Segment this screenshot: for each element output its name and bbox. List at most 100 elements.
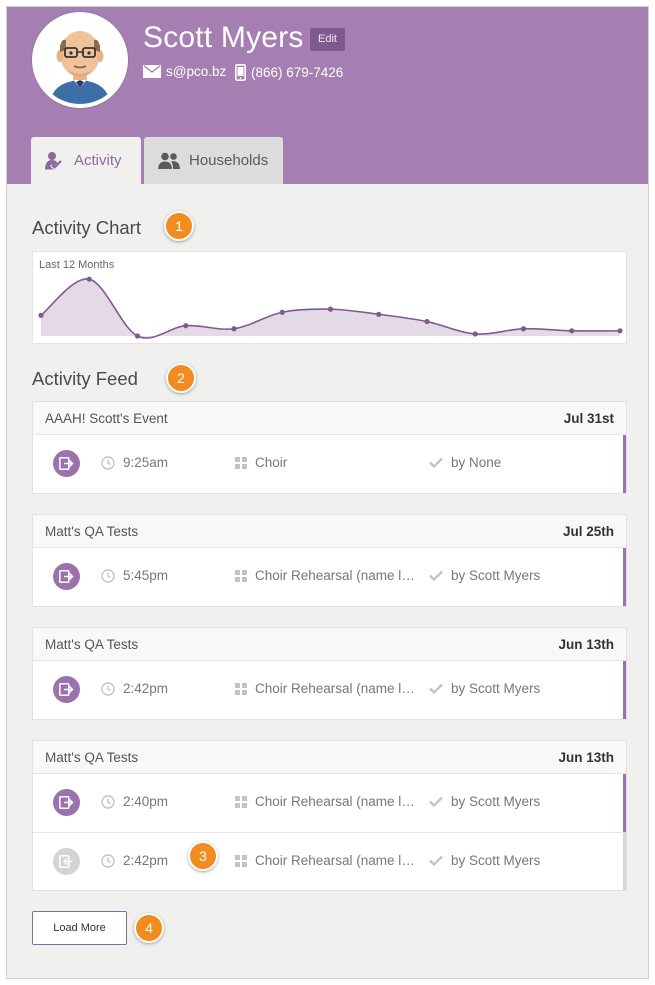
feed-card-header[interactable]: Matt's QA Tests Jun 13th (33, 628, 626, 661)
feed-row[interactable]: 2:42pm Choir Rehearsal (name la... by Sc… (33, 832, 626, 890)
group-text: Choir (255, 455, 288, 470)
chart-point-5[interactable] (279, 309, 285, 315)
mobile-phone-icon (235, 64, 246, 81)
feed-card: Matt's QA Tests Jun 13th 2:40pm Choir Re… (32, 740, 627, 891)
activity-chart-plot (38, 276, 623, 339)
callout-marker: 2 (166, 363, 196, 393)
chart-point-10[interactable] (520, 326, 527, 332)
grid-icon (235, 682, 247, 695)
check-in-time: 2:42pm (101, 853, 168, 868)
check-in-icon (53, 676, 80, 703)
event-name: Matt's QA Tests (45, 749, 139, 765)
email-contact[interactable]: s@pco.bz (143, 64, 226, 79)
email-text: s@pco.bz (166, 64, 227, 79)
clock-icon (101, 568, 115, 583)
chart-point-9[interactable] (472, 331, 478, 337)
check-in-group: Choir Rehearsal (name la... (235, 568, 417, 583)
chart-point-6[interactable] (327, 306, 334, 312)
event-date: Jun 13th (558, 636, 614, 652)
checkmark-icon (429, 855, 443, 866)
event-name: Matt's QA Tests (45, 636, 139, 652)
feed-card-header[interactable]: Matt's QA Tests Jun 13th (33, 741, 626, 774)
chart-points (38, 276, 623, 339)
feed-card: AAAH! Scott's Event Jul 31st 9:25am Choi… (32, 401, 627, 494)
check-in-time: 5:45pm (101, 568, 168, 583)
chart-point-1[interactable] (86, 276, 92, 282)
check-in-icon (53, 450, 80, 477)
check-in-group: Choir Rehearsal (name la... (235, 794, 417, 809)
group-text: Choir Rehearsal (name la... (255, 568, 417, 583)
check-out-icon (53, 848, 80, 875)
tab-activity-label: Activity (74, 152, 122, 169)
avatar-illustration (36, 16, 124, 104)
chart-point-0[interactable] (38, 312, 44, 318)
checkmark-icon (429, 796, 443, 807)
chart-point-7[interactable] (376, 311, 382, 317)
checkmark-icon (429, 570, 443, 581)
chart-point-8[interactable] (424, 318, 430, 325)
chart-point-2[interactable] (134, 333, 141, 339)
phone-contact[interactable]: (866) 679-7426 (235, 64, 343, 81)
profile-name: Scott Myers (143, 21, 304, 54)
check-in-by: by Scott Myers (429, 794, 540, 809)
chart-point-11[interactable] (569, 328, 575, 334)
clock-icon (101, 681, 115, 696)
activity-check-icon (45, 151, 62, 169)
event-date: Jul 31st (563, 410, 614, 426)
check-in-icon (53, 789, 80, 816)
chart-point-4[interactable] (231, 326, 237, 332)
chart-area-fill (41, 278, 620, 339)
time-text: 2:42pm (123, 681, 169, 696)
feed-card: Matt's QA Tests Jul 25th 5:45pm Choir Re… (32, 514, 627, 607)
tab-households-label: Households (189, 152, 269, 169)
chart-subtitle: Last 12 Months (39, 259, 115, 271)
app-frame: Scott Myers Edit s@pco.bz (866) 679-7426 (6, 6, 649, 979)
grid-icon (235, 854, 247, 867)
group-text: Choir Rehearsal (name la... (255, 853, 417, 868)
tab-households[interactable]: Households (144, 137, 283, 184)
event-date: Jun 13th (558, 749, 614, 765)
avatar[interactable] (32, 12, 128, 108)
check-in-icon (53, 563, 80, 590)
group-text: Choir Rehearsal (name la... (255, 794, 417, 809)
check-in-time: 2:42pm (101, 681, 168, 696)
check-in-by: by Scott Myers (429, 681, 540, 696)
chart-point-3[interactable] (183, 323, 189, 329)
edit-button[interactable]: Edit (310, 28, 345, 51)
feed-row[interactable]: 2:42pm Choir Rehearsal (name la... by Sc… (33, 661, 626, 719)
tab-activity[interactable]: Activity (31, 137, 141, 184)
check-in-group: Choir Rehearsal (name la... (235, 681, 417, 696)
by-text: by Scott Myers (451, 853, 541, 868)
event-name: Matt's QA Tests (45, 523, 139, 539)
feed-row[interactable]: 5:45pm Choir Rehearsal (name la... by Sc… (33, 548, 626, 606)
by-text: by Scott Myers (451, 568, 541, 583)
callout-marker: 1 (164, 211, 194, 241)
load-more-button[interactable]: Load More (32, 911, 127, 945)
time-text: 2:40pm (123, 794, 169, 809)
check-in-by: by Scott Myers (429, 853, 540, 868)
time-text: 5:45pm (123, 568, 169, 583)
envelope-icon (143, 65, 161, 78)
feed-row[interactable]: 9:25am Choir by None (33, 435, 626, 493)
phone-text: (866) 679-7426 (251, 65, 344, 80)
check-in-group: Choir (235, 455, 287, 470)
clock-icon (101, 794, 115, 809)
chart-point-12[interactable] (617, 328, 623, 334)
by-text: by Scott Myers (451, 794, 541, 809)
feed-card-header[interactable]: Matt's QA Tests Jul 25th (33, 515, 626, 548)
by-text: by None (451, 455, 502, 470)
feed-card-header[interactable]: AAAH! Scott's Event Jul 31st (33, 402, 626, 435)
activity-feed-title: Activity Feed (32, 368, 138, 389)
checkmark-icon (429, 683, 443, 694)
checkmark-icon (429, 457, 443, 468)
by-text: by Scott Myers (451, 681, 541, 696)
time-text: 9:25am (123, 455, 169, 470)
feed-card: Matt's QA Tests Jun 13th 2:42pm Choir Re… (32, 627, 627, 720)
check-in-time: 2:40pm (101, 794, 168, 809)
activity-chart-title: Activity Chart (32, 217, 141, 238)
check-in-by: by Scott Myers (429, 568, 540, 583)
feed-row[interactable]: 2:40pm Choir Rehearsal (name la... by Sc… (33, 774, 626, 832)
callout-marker: 3 (188, 841, 218, 871)
event-name: AAAH! Scott's Event (45, 410, 168, 426)
profile-header: Scott Myers Edit s@pco.bz (866) 679-7426 (7, 7, 648, 184)
